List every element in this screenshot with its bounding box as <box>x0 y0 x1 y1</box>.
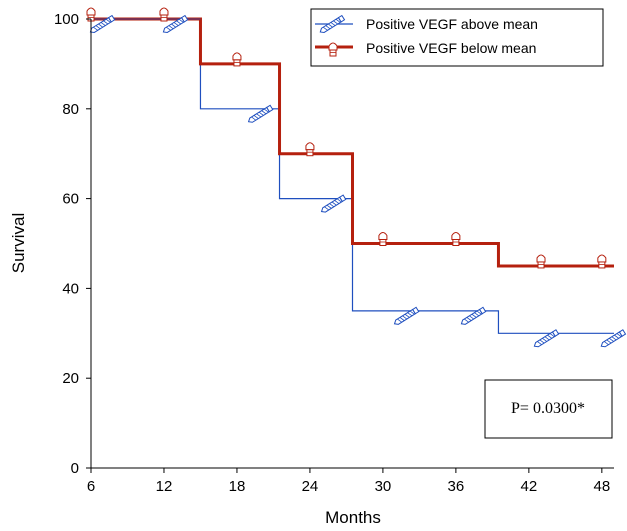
pencil-icon <box>320 194 347 213</box>
legend-label-above: Positive VEGF above mean <box>366 16 538 32</box>
bullet-icon <box>451 232 461 246</box>
bullet-icon <box>328 42 338 57</box>
legend-box <box>310 8 604 67</box>
legend-entry-above: Positive VEGF above mean <box>315 14 538 33</box>
bullet-icon <box>159 7 169 22</box>
legend: Positive VEGF above mean Positive VEGF b… <box>310 8 604 67</box>
bullet-icon <box>597 254 607 269</box>
x-tick-label: 12 <box>156 478 173 495</box>
plot-area <box>86 7 627 348</box>
y-tick-label: 40 <box>62 280 79 297</box>
bullet-icon <box>328 42 338 57</box>
pencil-icon <box>600 329 627 348</box>
y-tick-label: 100 <box>54 11 79 28</box>
y-tick-label: 60 <box>62 191 79 208</box>
legend-label-below: Positive VEGF below mean <box>366 40 536 56</box>
pencil-icon <box>393 306 420 325</box>
bullet-icon <box>305 142 315 157</box>
legend-entry-below: Positive VEGF below mean <box>315 40 536 57</box>
p-value-box <box>484 379 613 439</box>
y-tick-label: 80 <box>62 101 79 118</box>
x-tick-label: 48 <box>593 478 610 495</box>
ticks: 6 12 18 24 30 36 42 48 0 20 40 60 80 100 <box>54 11 610 495</box>
pencil-icon <box>247 104 274 123</box>
y-tick-label: 0 <box>71 460 79 477</box>
axes <box>90 19 614 469</box>
pencil-icon <box>319 14 346 33</box>
pencil-icon <box>533 329 560 348</box>
x-tick-label: 24 <box>302 478 319 495</box>
series-line-1 <box>91 17 614 268</box>
x-axis-label: Months <box>325 508 381 527</box>
x-tick-label: 36 <box>448 478 465 495</box>
x-tick-label: 18 <box>229 478 246 495</box>
bullet-icon <box>378 232 388 246</box>
x-tick-label: 42 <box>521 478 538 495</box>
bullet-icon <box>536 254 546 269</box>
p-value-text: P= 0.0300* <box>511 400 585 417</box>
bullet-icon <box>232 52 242 67</box>
pencil-icon <box>460 306 487 325</box>
x-tick-label: 6 <box>87 478 95 495</box>
x-tick-label: 30 <box>375 478 392 495</box>
pencil-icon <box>89 14 116 33</box>
pencil-icon <box>319 14 346 33</box>
pencil-icon <box>162 14 189 33</box>
y-axis-label: Survival <box>9 213 28 273</box>
y-tick-label: 20 <box>62 370 79 387</box>
p-value-annotation: P= 0.0300* <box>484 379 613 439</box>
